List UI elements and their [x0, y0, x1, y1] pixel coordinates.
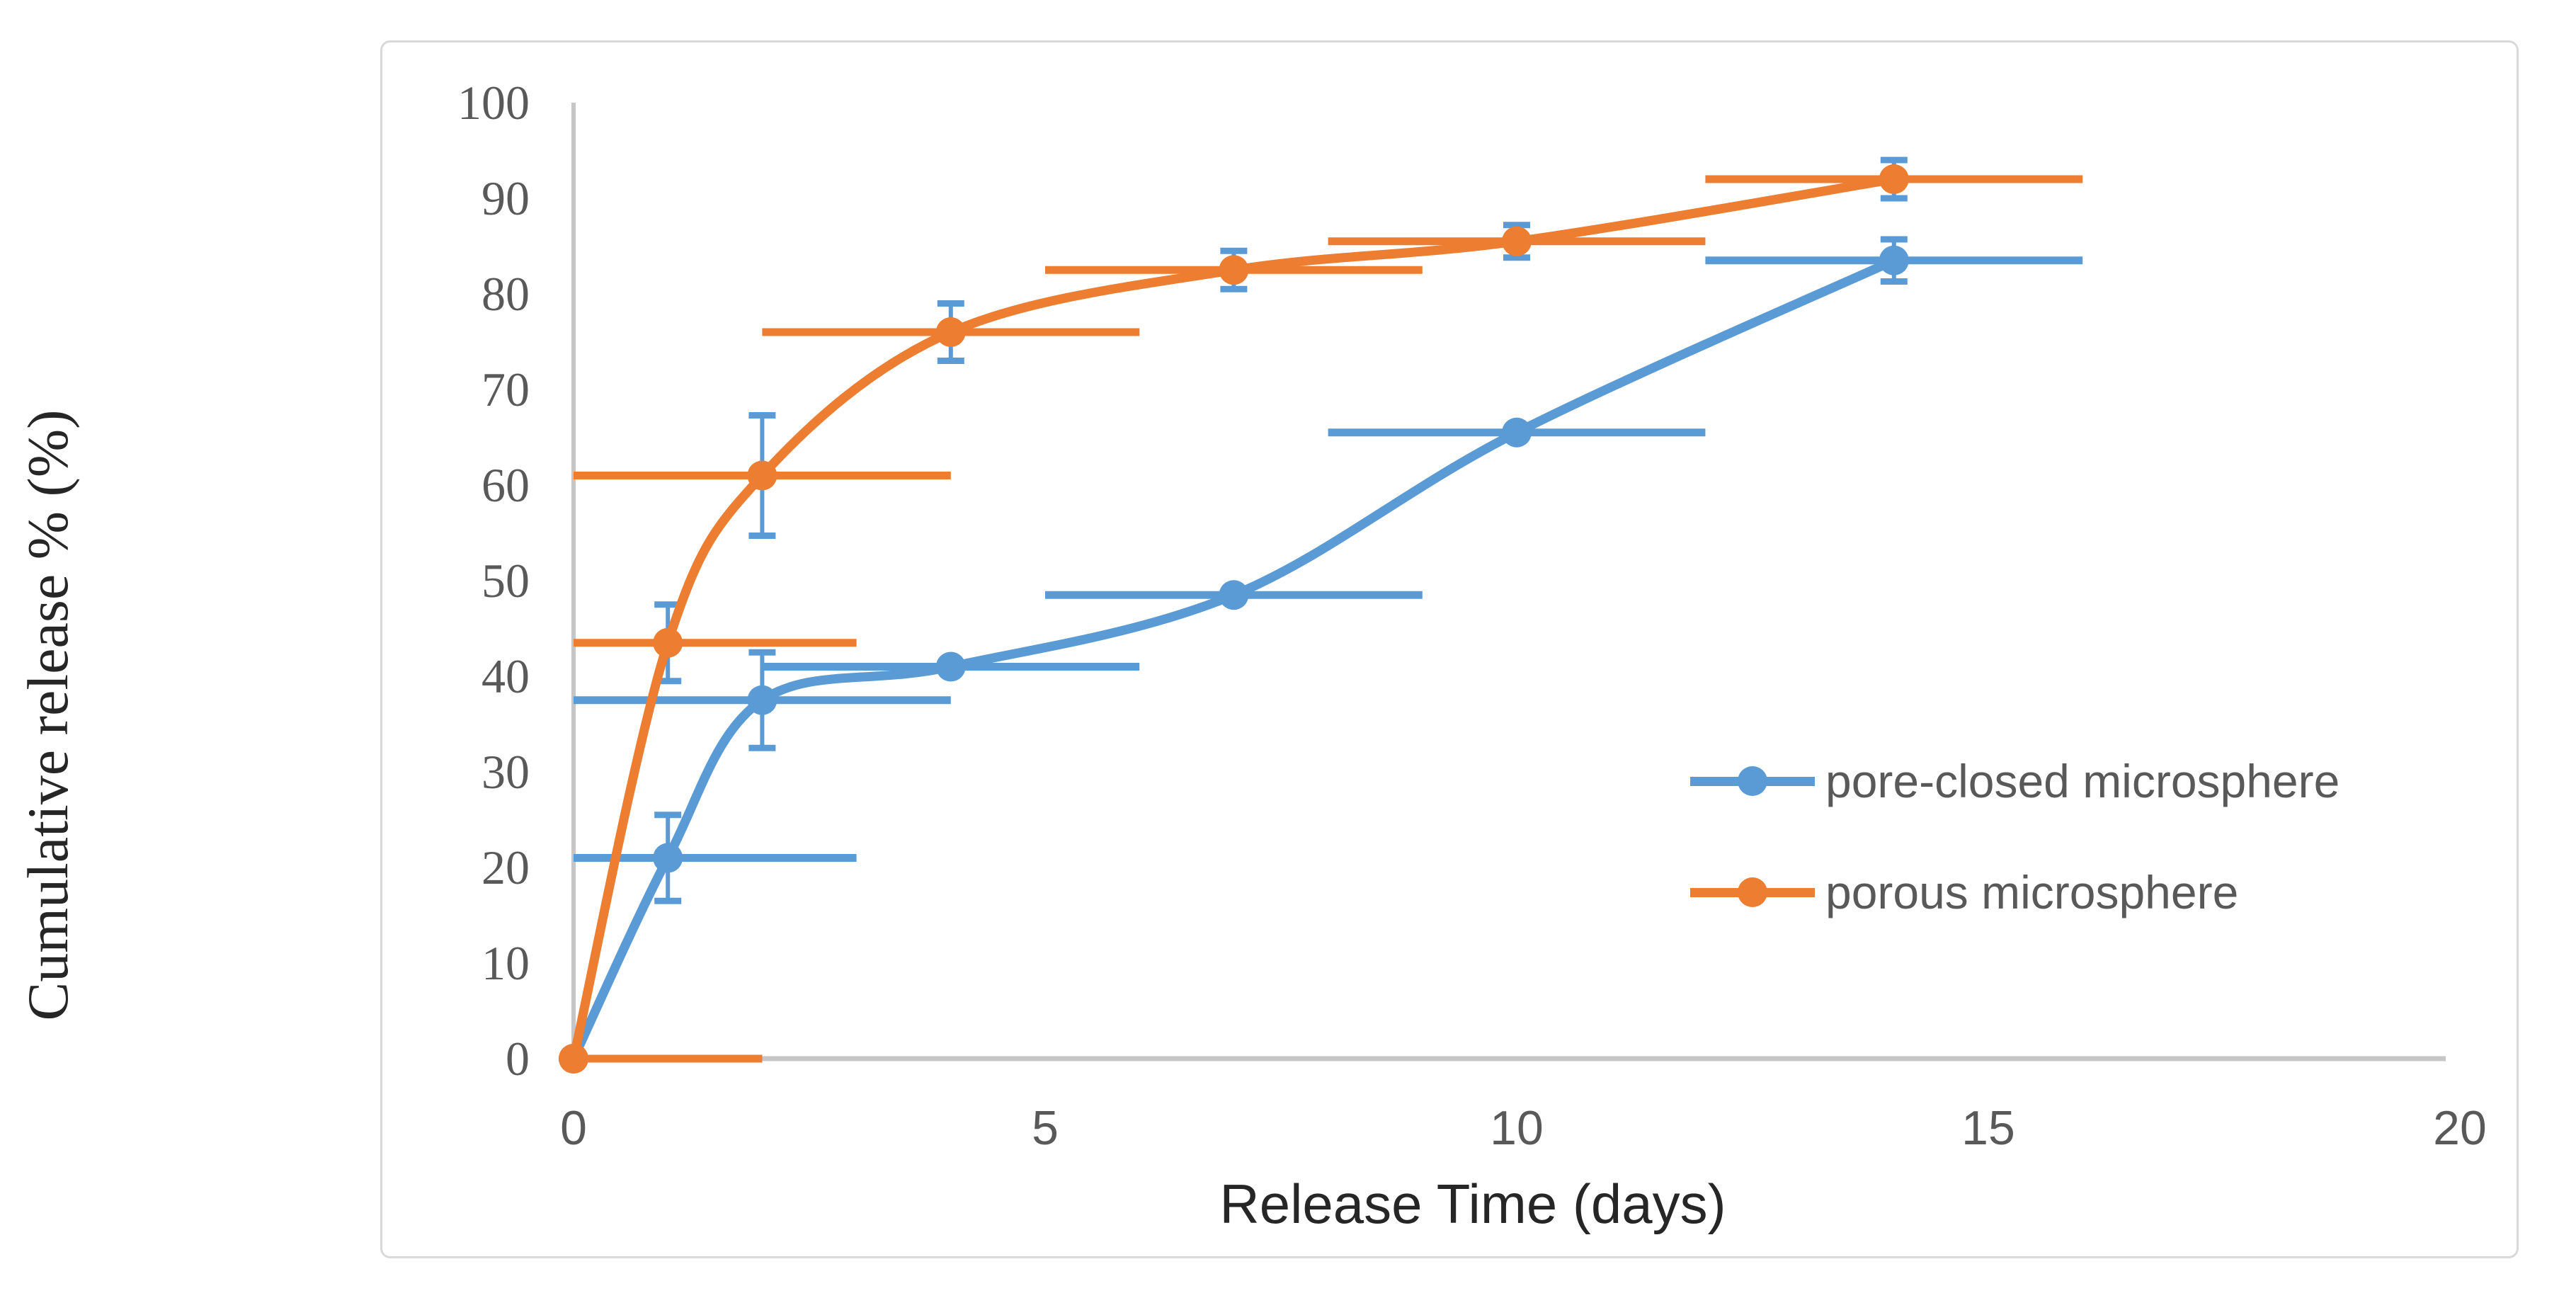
data-point-marker-porous-microsphere-day1 [653, 627, 683, 658]
y-tick-label-100: 100 [457, 76, 530, 130]
data-point-marker-pore-closed-microsphere-day14 [1879, 245, 1909, 275]
x-axis-title: Release Time (days) [1219, 1173, 1726, 1235]
data-point-marker-porous-microsphere-day14 [1879, 164, 1909, 194]
y-tick-label-10: 10 [481, 936, 530, 990]
y-tick-label-20: 20 [481, 841, 530, 894]
x-tick-label-20: 20 [2433, 1101, 2487, 1155]
data-point-marker-pore-closed-microsphere-day7 [1219, 580, 1249, 610]
legend-item-pore-closed: pore-closed microsphere [1690, 753, 2340, 809]
data-point-marker-porous-microsphere-day10 [1502, 226, 1532, 256]
series-line-porous-microsphere [569, 174, 1899, 1064]
y-tick-label-40: 40 [481, 649, 530, 703]
y-tick-label-70: 70 [481, 363, 530, 416]
x-tick-label-15: 15 [1961, 1101, 2015, 1155]
data-point-marker-pore-closed-microsphere-day10 [1502, 417, 1532, 448]
legend: pore-closed microsphere porous microsphe… [1690, 753, 2340, 975]
x-tick-label-5: 5 [1032, 1101, 1059, 1155]
legend-label: pore-closed microsphere [1825, 755, 2340, 807]
data-point-marker-porous-microsphere-day4 [935, 317, 966, 347]
legend-item-porous: porous microsphere [1690, 864, 2340, 921]
legend-marker-pore-closed-icon [1690, 766, 1815, 796]
y-tick-label-80: 80 [481, 267, 530, 321]
y-tick-label-30: 30 [481, 745, 530, 799]
x-tick-label-10: 10 [1490, 1101, 1544, 1155]
y-tick-label-90: 90 [481, 171, 530, 225]
x-tick-label-0: 0 [560, 1101, 587, 1155]
data-point-marker-pore-closed-microsphere-day4 [935, 651, 966, 682]
data-point-marker-pore-closed-microsphere-day2 [747, 685, 777, 715]
y-axis-title: Cumulative release % (%) [16, 409, 80, 1021]
data-point-marker-porous-microsphere-day2 [747, 460, 777, 491]
legend-marker-porous-icon [1690, 877, 1815, 907]
legend-label: porous microsphere [1825, 866, 2239, 918]
y-tick-label-50: 50 [481, 554, 530, 608]
data-point-marker-porous-microsphere-day7 [1219, 255, 1249, 285]
y-tick-label-60: 60 [481, 458, 530, 512]
data-point-marker-porous-microsphere-day0 [559, 1044, 588, 1074]
y-tick-label-0: 0 [506, 1032, 530, 1086]
data-point-marker-pore-closed-microsphere-day1 [653, 843, 683, 873]
